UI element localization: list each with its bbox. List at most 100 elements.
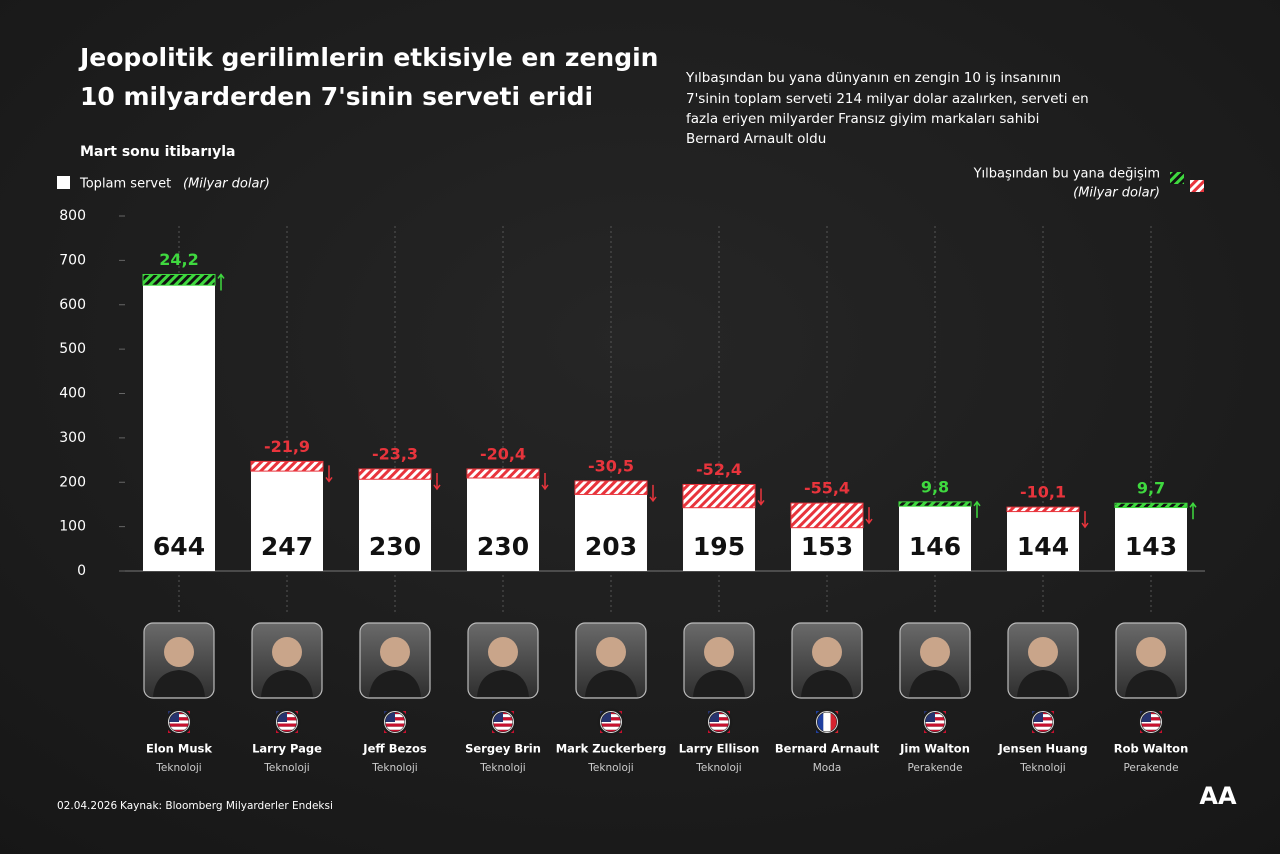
change-label: -55,4 <box>804 479 850 498</box>
flag <box>708 729 730 733</box>
flag <box>708 726 730 730</box>
change-segment <box>1006 506 1080 513</box>
flag <box>1032 711 1043 722</box>
y-tick-label: 800 <box>59 208 86 224</box>
flag-ring <box>276 711 298 733</box>
change-label: 9,8 <box>921 477 949 496</box>
sector-label: Teknoloji <box>155 762 201 774</box>
flag-ring <box>921 708 949 736</box>
bar <box>143 285 215 571</box>
flag <box>492 711 503 722</box>
sector-label: Teknoloji <box>695 762 741 774</box>
flag-ring <box>273 708 301 736</box>
change-arrow <box>217 273 225 291</box>
flag-ring <box>489 708 517 736</box>
flag <box>276 723 298 727</box>
legend-swatch <box>1190 180 1204 192</box>
photo-body <box>801 670 853 697</box>
logo: AA <box>1199 782 1237 810</box>
flag <box>924 726 946 730</box>
x-tick-label: Jim Walton <box>899 742 970 756</box>
legend-label: Toplam servet <box>79 177 171 192</box>
x-tick-label: Jeff Bezos <box>362 742 427 756</box>
change-label: -20,4 <box>480 444 526 463</box>
flag <box>708 711 719 722</box>
x-tick-label: Elon Musk <box>146 742 212 756</box>
flag <box>384 723 406 727</box>
photo-body <box>153 670 205 697</box>
flag <box>492 729 514 733</box>
flag <box>1140 726 1162 730</box>
flag-ring <box>165 708 193 736</box>
flag <box>1032 726 1054 730</box>
change-arrow <box>973 500 981 518</box>
flag <box>168 729 190 733</box>
flag-ring <box>492 711 514 733</box>
change-arrow <box>1081 511 1089 529</box>
change-label: -23,3 <box>372 444 418 463</box>
x-tick-label: Larry Page <box>252 742 322 756</box>
flag <box>168 723 190 727</box>
photo-head <box>272 637 302 667</box>
x-tick-label: Larry Ellison <box>679 742 760 756</box>
legend-unit: (Milyar dolar) <box>1073 186 1160 201</box>
flag-ring <box>1029 708 1057 736</box>
change-segment <box>574 480 648 495</box>
flag <box>708 723 730 727</box>
photo-body <box>261 670 313 697</box>
bar <box>899 506 971 571</box>
flag-ring <box>381 708 409 736</box>
flag-ring <box>600 711 622 733</box>
flag <box>600 723 622 727</box>
flag <box>168 726 190 730</box>
flag <box>600 711 611 722</box>
photo-body <box>693 670 745 697</box>
photo-head <box>380 637 410 667</box>
footer-date: 02.04.2026 <box>57 800 117 812</box>
change-arrow <box>865 507 873 525</box>
change-segment <box>898 501 972 507</box>
value-label: 247 <box>261 532 313 561</box>
flag-ring <box>1140 711 1162 733</box>
value-label: 644 <box>153 532 205 561</box>
y-tick-label: 500 <box>59 341 86 357</box>
change-arrow <box>541 472 549 491</box>
subtitle-line: fazla eriyen milyarder Fransız giyim mar… <box>686 111 1039 127</box>
change-label: -21,9 <box>264 437 310 456</box>
photo-body <box>909 670 961 697</box>
flag <box>276 711 287 722</box>
change-segment <box>358 468 432 480</box>
change-arrow <box>1189 501 1197 520</box>
flag <box>384 729 406 733</box>
value-label: 195 <box>693 532 745 561</box>
flag <box>168 711 179 722</box>
y-tick-label: 700 <box>59 252 86 268</box>
flag <box>823 711 831 733</box>
photo-head <box>920 637 950 667</box>
sector-label: Teknoloji <box>263 762 309 774</box>
change-label: 9,7 <box>1137 479 1165 498</box>
legend-swatch <box>57 176 70 189</box>
legend-unit: (Milyar dolar) <box>183 177 270 192</box>
title-line: Jeopolitik gerilimlerin etkisiyle en zen… <box>78 43 658 72</box>
flag-ring <box>708 711 730 733</box>
value-label: 230 <box>369 532 421 561</box>
change-arrow <box>649 484 657 503</box>
flag-ring <box>597 708 625 736</box>
flag <box>924 723 946 727</box>
date-note: Mart sonu itibarıyla <box>80 144 235 160</box>
photo-head <box>488 637 518 667</box>
title-line: 10 milyarderden 7'sinin serveti eridi <box>80 82 593 111</box>
flag <box>276 726 298 730</box>
flag <box>830 711 839 733</box>
sector-label: Perakende <box>907 762 962 774</box>
value-label: 146 <box>909 532 961 561</box>
flag <box>600 729 622 733</box>
change-segment <box>790 502 864 529</box>
change-arrow <box>325 465 333 483</box>
flag-ring <box>1137 708 1165 736</box>
flag <box>276 729 298 733</box>
photo-body <box>1017 670 1069 697</box>
photo-head <box>704 637 734 667</box>
